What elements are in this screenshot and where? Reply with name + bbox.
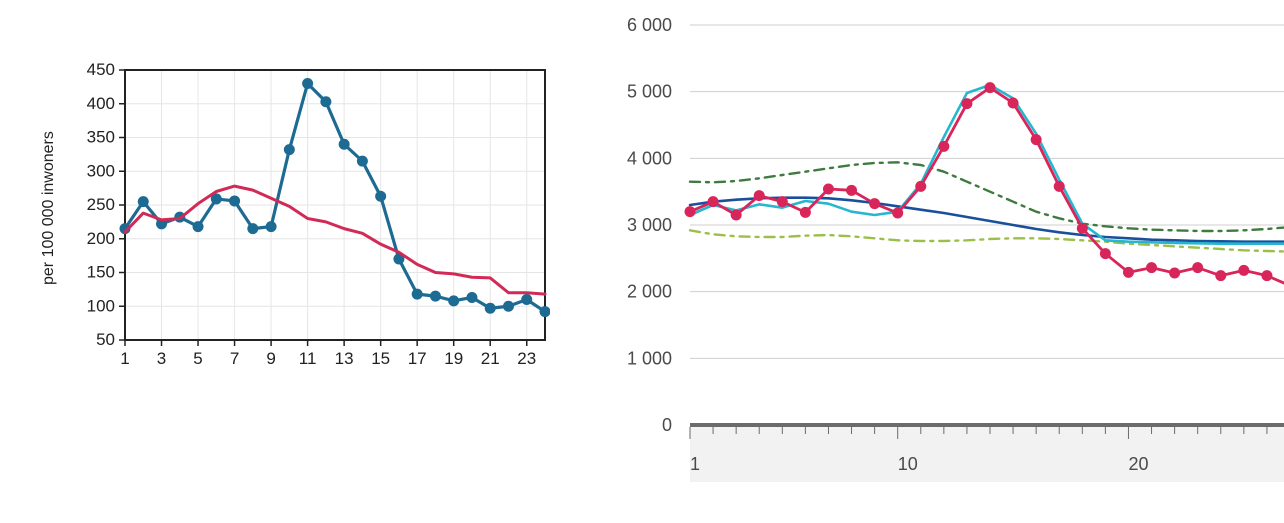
series-marker-series-magenta-dots [938, 141, 949, 152]
series-marker-series-magenta-dots [731, 210, 742, 221]
series-marker-series-blue [339, 139, 350, 150]
y-axis-label: per 100 000 inwoners [40, 131, 58, 285]
series-marker-series-blue [412, 289, 423, 300]
x-tick-label: 17 [408, 349, 427, 368]
y-tick-label: 6 000 [627, 15, 672, 35]
series-marker-series-magenta-dots [1146, 262, 1157, 273]
series-marker-series-blue [466, 292, 477, 303]
series-marker-series-magenta-dots [892, 208, 903, 219]
series-marker-series-blue [430, 291, 441, 302]
series-marker-series-magenta-dots [985, 82, 996, 93]
series-marker-series-magenta-dots [1169, 268, 1180, 279]
y-tick-label: 450 [87, 60, 115, 79]
series-marker-series-blue [229, 195, 240, 206]
x-tick-label: 13 [335, 349, 354, 368]
y-tick-label: 400 [87, 94, 115, 113]
y-tick-label: 2 000 [627, 282, 672, 302]
series-marker-series-magenta-dots [1192, 262, 1203, 273]
series-line-series-pink [125, 186, 545, 294]
series-marker-series-blue [193, 221, 204, 232]
series-marker-series-magenta-dots [846, 185, 857, 196]
series-marker-series-magenta-dots [1215, 270, 1226, 281]
x-tick-label: 20 [1128, 454, 1148, 474]
y-tick-label: 300 [87, 161, 115, 180]
x-tick-label: 3 [157, 349, 166, 368]
series-marker-series-magenta-dots [1031, 134, 1042, 145]
x-tick-label: 1 [690, 454, 700, 474]
x-tick-label: 1 [120, 349, 129, 368]
y-tick-label: 200 [87, 229, 115, 248]
series-marker-series-magenta-dots [777, 196, 788, 207]
series-marker-series-magenta-dots [708, 196, 719, 207]
series-marker-series-magenta-dots [1054, 181, 1065, 192]
y-tick-label: 3 000 [627, 215, 672, 235]
series-marker-series-magenta-dots [1077, 223, 1088, 234]
series-marker-series-blue [485, 303, 496, 314]
right-chart-panel: 0 1 000 2 000 3 000 4 000 5 000 6 000 1 10 20 [590, 5, 1284, 505]
series-marker-series-magenta-dots [1008, 98, 1019, 109]
x-tick-label: 7 [230, 349, 239, 368]
left-chart-panel: 5010015020025030035040045013579111315171… [20, 60, 550, 380]
x-tick-label: 11 [299, 349, 317, 368]
x-tick-label: 10 [898, 454, 918, 474]
y-tick-label: 4 000 [627, 148, 672, 168]
series-marker-series-blue [357, 156, 368, 167]
series-marker-series-magenta-dots [823, 184, 834, 195]
series-marker-series-blue [284, 144, 295, 155]
series-marker-series-magenta-dots [915, 181, 926, 192]
x-tick-label: 15 [371, 349, 390, 368]
y-tick-label: 5 000 [627, 82, 672, 102]
series-marker-series-magenta-dots [754, 190, 765, 201]
series-marker-series-blue [302, 78, 313, 89]
y-tick-label: 150 [87, 263, 115, 282]
series-marker-series-blue [540, 306, 551, 317]
series-marker-series-magenta-dots [1238, 265, 1249, 276]
series-marker-series-blue [266, 221, 277, 232]
series-marker-series-blue [448, 295, 459, 306]
y-tick-label: 50 [96, 330, 115, 349]
x-axis-band [690, 427, 1284, 482]
series-marker-series-blue [521, 294, 532, 305]
x-tick-label: 21 [481, 349, 500, 368]
x-tick-label: 9 [266, 349, 275, 368]
series-marker-series-blue [503, 301, 514, 312]
series-marker-series-magenta-dots [869, 198, 880, 209]
series-marker-series-blue [320, 96, 331, 107]
x-tick-label: 5 [193, 349, 202, 368]
y-tick-label: 0 [662, 415, 672, 435]
y-tick-label: 1 000 [627, 348, 672, 368]
series-marker-series-magenta-dots [1123, 267, 1134, 278]
series-line-series-magenta-dots [690, 88, 1284, 286]
series-marker-series-magenta-dots [1261, 270, 1272, 281]
series-marker-series-blue [138, 196, 149, 207]
x-tick-label: 23 [517, 349, 536, 368]
series-marker-series-magenta-dots [961, 98, 972, 109]
y-tick-label: 250 [87, 195, 115, 214]
y-tick-label: 350 [87, 128, 115, 147]
series-marker-series-blue [247, 223, 258, 234]
series-marker-series-magenta-dots [685, 206, 696, 217]
series-marker-series-blue [375, 191, 386, 202]
left-chart-svg: 5010015020025030035040045013579111315171… [20, 60, 550, 380]
series-marker-series-magenta-dots [1100, 248, 1111, 259]
x-tick-label: 19 [444, 349, 463, 368]
right-chart-svg: 0 1 000 2 000 3 000 4 000 5 000 6 000 1 10 20 [590, 5, 1284, 505]
y-tick-label: 100 [87, 296, 115, 315]
series-marker-series-magenta-dots [800, 207, 811, 218]
